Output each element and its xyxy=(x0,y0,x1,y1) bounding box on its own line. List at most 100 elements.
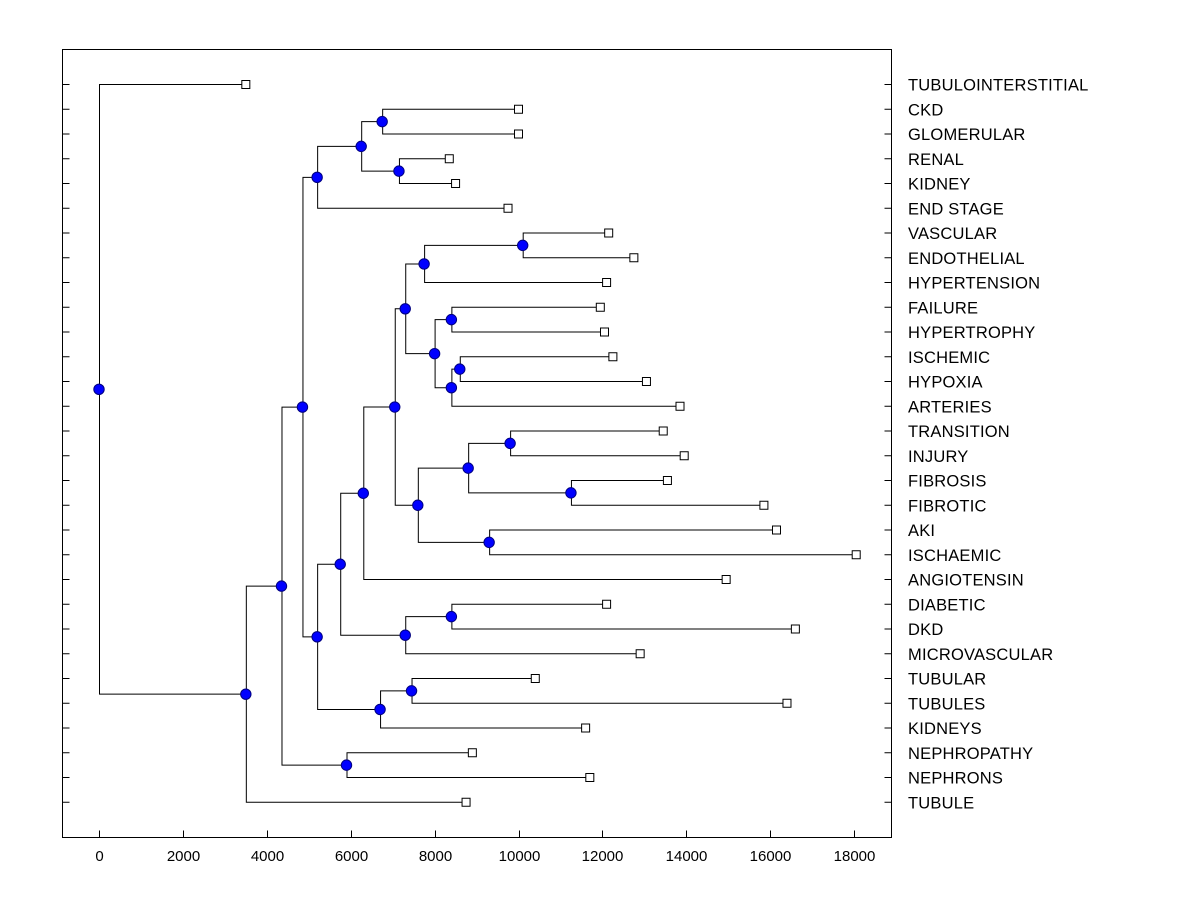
leaf-marker-renal xyxy=(444,154,454,164)
merge-node-n13 xyxy=(565,487,577,499)
merge-node-n07 xyxy=(445,313,458,326)
merge-node-n15 xyxy=(483,536,495,549)
leaf-marker-kidney xyxy=(451,179,461,188)
leaf-markers xyxy=(241,80,861,807)
branch-n06 xyxy=(424,244,607,283)
leaf-marker-tubulointerstitial xyxy=(241,80,251,89)
merge-node-n05 xyxy=(516,239,529,252)
branch-n22 xyxy=(411,678,787,704)
merge-node-n28 xyxy=(240,688,252,700)
branch-n16 xyxy=(417,467,490,543)
branch-n29 xyxy=(99,84,246,695)
leaf-label-diabetic: DIABETIC xyxy=(908,596,986,614)
leaf-label-end-stage: END STAGE xyxy=(908,200,1004,218)
branch-n04 xyxy=(317,145,509,209)
leaf-marker-tubular xyxy=(530,674,540,683)
merge-node-n20 xyxy=(399,629,411,641)
leaf-label-hypoxia: HYPOXIA xyxy=(908,374,983,392)
leaf-label-fibrotic: FIBROTIC xyxy=(908,497,987,515)
merge-node-n12 xyxy=(504,437,516,450)
leaf-label-dkd: DKD xyxy=(908,621,943,639)
leaf-label-ischaemic: ISCHAEMIC xyxy=(908,547,1001,565)
leaf-label-injury: INJURY xyxy=(908,448,969,466)
leaf-marker-endothelial xyxy=(629,253,639,263)
merge-node-n02 xyxy=(393,165,405,177)
merge-node-n14 xyxy=(462,462,474,474)
merge-node-n16 xyxy=(412,499,424,511)
merge-node-n11 xyxy=(399,303,411,315)
leaf-marker-kidneys xyxy=(581,723,591,733)
leaf-marker-nephrons xyxy=(585,773,595,782)
leaf-label-hypertension: HYPERTENSION xyxy=(908,275,1040,293)
merge-node-n18 xyxy=(357,487,369,499)
leaf-marker-ischemic xyxy=(608,352,618,362)
x-tick-label-12000: 12000 xyxy=(582,848,624,865)
branch-n20 xyxy=(405,616,641,655)
branch-n27 xyxy=(281,406,347,766)
leaf-label-vascular: VASCULAR xyxy=(908,225,997,243)
merge-node-n06 xyxy=(418,258,430,270)
branch-n14 xyxy=(468,442,571,494)
merge-nodes xyxy=(93,115,577,771)
branch-n05 xyxy=(522,232,634,259)
merge-node-n19 xyxy=(445,610,458,623)
branch-n24 xyxy=(317,563,381,710)
x-tick-label-6000: 6000 xyxy=(335,848,368,865)
leaf-label-aki: AKI xyxy=(908,522,935,540)
leaf-label-endothelial: ENDOTHELIAL xyxy=(908,250,1025,268)
leaf-marker-tubule xyxy=(461,797,471,807)
merge-node-n04 xyxy=(311,171,323,184)
leaf-label-ischemic: ISCHEMIC xyxy=(908,349,990,367)
leaf-marker-fibrotic xyxy=(759,500,769,510)
leaf-marker-hypertrophy xyxy=(599,327,609,337)
leaf-marker-glomerular xyxy=(514,129,523,139)
leaf-marker-end-stage xyxy=(503,203,513,213)
merge-node-n23 xyxy=(374,703,386,716)
x-tick-label-0: 0 xyxy=(95,848,103,865)
leaf-label-fibrosis: FIBROSIS xyxy=(908,473,987,491)
merge-node-n03 xyxy=(355,140,367,153)
leaf-label-tubulointerstitial: TUBULOINTERSTITIAL xyxy=(908,77,1089,95)
merge-node-n08 xyxy=(454,363,466,375)
merge-node-n01 xyxy=(376,115,388,128)
leaf-label-nephrons: NEPHRONS xyxy=(908,770,1003,788)
x-tick-label-16000: 16000 xyxy=(750,848,792,865)
branch-n21 xyxy=(340,492,406,636)
leaf-marker-transition xyxy=(658,426,668,436)
branch-lines xyxy=(99,84,857,803)
leaf-label-kidneys: KIDNEYS xyxy=(908,720,982,738)
plot-area xyxy=(62,49,892,838)
branch-n15 xyxy=(489,529,857,556)
x-tick-label-2000: 2000 xyxy=(167,848,200,865)
leaf-marker-hypertension xyxy=(602,278,612,287)
leaf-label-tubule: TUBULE xyxy=(908,794,974,812)
branch-n07 xyxy=(451,306,605,333)
leaf-marker-aki xyxy=(771,525,781,535)
leaf-marker-vascular xyxy=(604,228,614,238)
leaf-marker-tubules xyxy=(782,698,792,708)
leaf-label-glomerular: GLOMERULAR xyxy=(908,126,1026,144)
leaf-label-hypertrophy: HYPERTROPHY xyxy=(908,324,1036,342)
leaf-marker-angiotensin xyxy=(721,575,731,584)
x-tick-label-8000: 8000 xyxy=(419,848,452,865)
leaf-marker-microvascular xyxy=(635,649,645,659)
merge-node-n27 xyxy=(275,580,288,592)
leaf-labels: TUBULOINTERSTITIAL CKD GLOMERULAR RENAL KIDN… xyxy=(908,77,1089,813)
leaf-marker-dkd xyxy=(790,624,800,634)
leaf-marker-ischaemic xyxy=(851,550,861,560)
right-tick-marks xyxy=(884,84,892,803)
x-tick-label-10000: 10000 xyxy=(499,848,541,865)
merge-node-n24 xyxy=(311,631,323,643)
branch-n19 xyxy=(451,603,796,630)
leaf-label-tubular: TUBULAR xyxy=(908,671,986,689)
leaf-label-angiotensin: ANGIOTENSIN xyxy=(908,572,1024,590)
leaf-label-kidney: KIDNEY xyxy=(908,176,971,194)
leaf-marker-fibrosis xyxy=(662,476,672,485)
leaf-marker-diabetic xyxy=(602,599,612,609)
leaf-marker-nephropathy xyxy=(467,748,477,758)
x-axis-ticks: 0 2000 4000 6000 8000 10000 12000 14000 16000 180… xyxy=(95,830,875,865)
branch-n08 xyxy=(459,356,647,382)
leaf-label-transition: TRANSITION xyxy=(908,423,1010,441)
